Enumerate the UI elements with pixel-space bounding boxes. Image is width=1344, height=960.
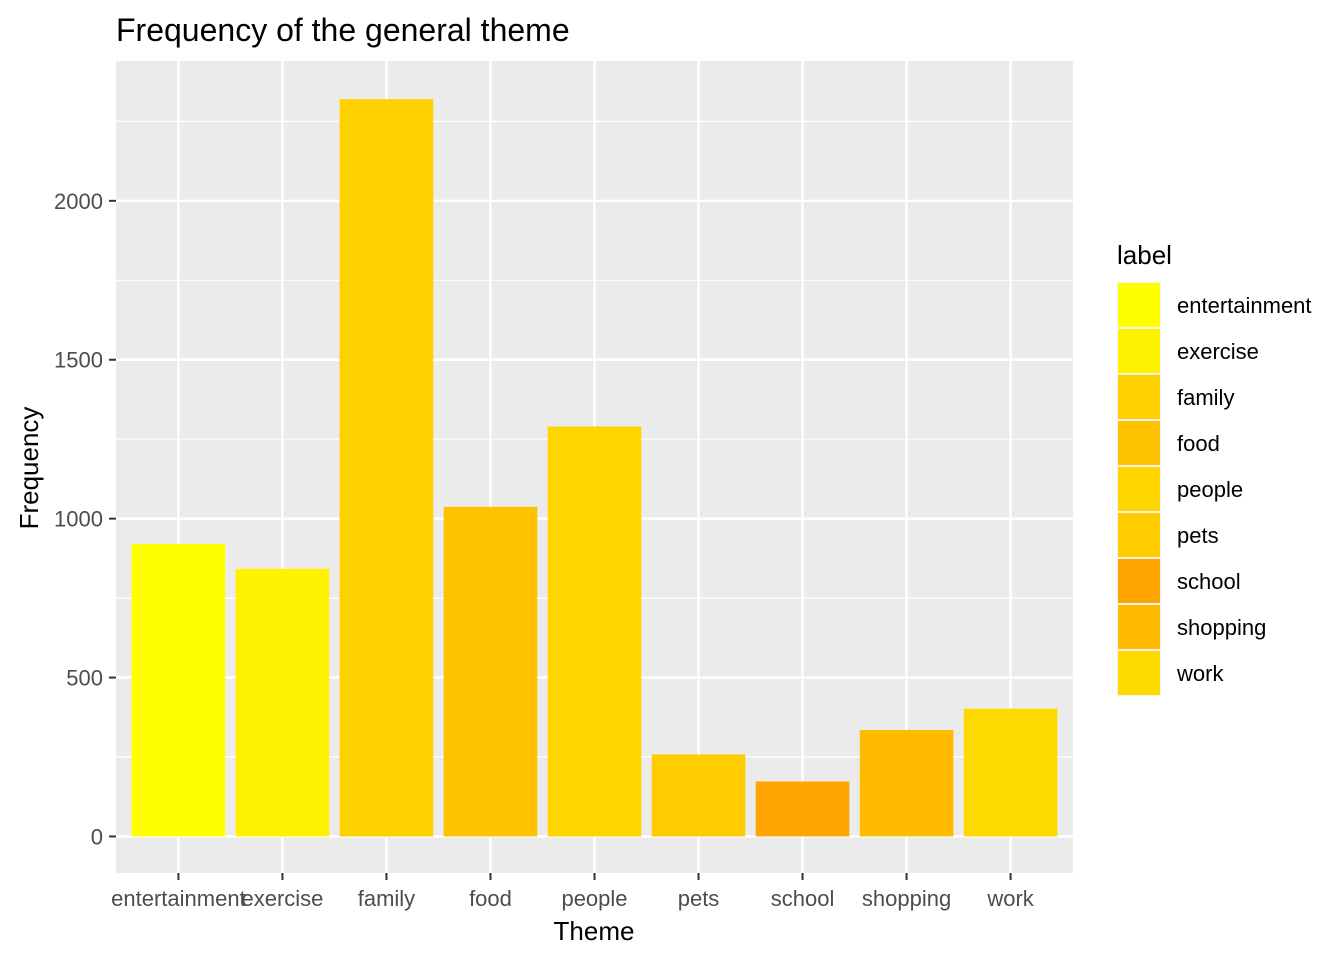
y-tick-label: 0 bbox=[91, 824, 103, 849]
legend-label-exercise: exercise bbox=[1177, 339, 1259, 364]
bar-pets bbox=[651, 754, 746, 837]
legend-label-school: school bbox=[1177, 569, 1241, 594]
bar-exercise bbox=[235, 568, 330, 837]
y-tick-label: 1000 bbox=[54, 507, 103, 532]
x-tick-label-work: work bbox=[986, 886, 1034, 911]
legend-swatch-school bbox=[1118, 559, 1160, 603]
y-tick-label: 500 bbox=[66, 666, 103, 691]
chart-title: Frequency of the general theme bbox=[116, 12, 570, 48]
legend-label-shopping: shopping bbox=[1177, 615, 1266, 640]
legend-label-work: work bbox=[1176, 661, 1224, 686]
legend-swatch-food bbox=[1118, 421, 1160, 465]
legend-swatch-pets bbox=[1118, 513, 1160, 557]
legend-swatch-people bbox=[1118, 467, 1160, 511]
y-axis-title: Frequency bbox=[14, 407, 44, 530]
x-tick-label-shopping: shopping bbox=[862, 886, 951, 911]
legend-label-entertainment: entertainment bbox=[1177, 293, 1312, 318]
legend-label-pets: pets bbox=[1177, 523, 1219, 548]
legend-swatch-shopping bbox=[1118, 605, 1160, 649]
bars bbox=[131, 99, 1058, 837]
x-axis-title: Theme bbox=[554, 916, 635, 946]
x-tick-label-pets: pets bbox=[678, 886, 720, 911]
bar-shopping bbox=[859, 729, 954, 837]
bar-food bbox=[443, 506, 538, 837]
x-tick-label-school: school bbox=[771, 886, 835, 911]
x-tick-label-entertainment: entertainment bbox=[111, 886, 246, 911]
y-axis: 0 500 1000 1500 2000 bbox=[54, 189, 116, 849]
x-tick-label-exercise: exercise bbox=[241, 886, 323, 911]
legend: label entertainment exercise family food peo… bbox=[1117, 240, 1312, 696]
bar-people bbox=[547, 426, 642, 837]
legend-label-people: people bbox=[1177, 477, 1243, 502]
x-tick-label-food: food bbox=[469, 886, 512, 911]
bar-family bbox=[339, 99, 434, 837]
legend-title: label bbox=[1117, 240, 1172, 270]
x-tick-label-people: people bbox=[561, 886, 627, 911]
legend-label-food: food bbox=[1177, 431, 1220, 456]
bar-work bbox=[963, 708, 1058, 837]
legend-swatch-exercise bbox=[1118, 329, 1160, 373]
x-tick-label-family: family bbox=[358, 886, 415, 911]
y-tick-label: 2000 bbox=[54, 189, 103, 214]
legend-label-family: family bbox=[1177, 385, 1234, 410]
legend-swatch-work bbox=[1118, 651, 1160, 695]
bar-entertainment bbox=[131, 544, 226, 837]
bar-school bbox=[755, 781, 850, 837]
legend-swatch-family bbox=[1118, 375, 1160, 419]
legend-swatch-entertainment bbox=[1118, 283, 1160, 327]
y-tick-label: 1500 bbox=[54, 348, 103, 373]
